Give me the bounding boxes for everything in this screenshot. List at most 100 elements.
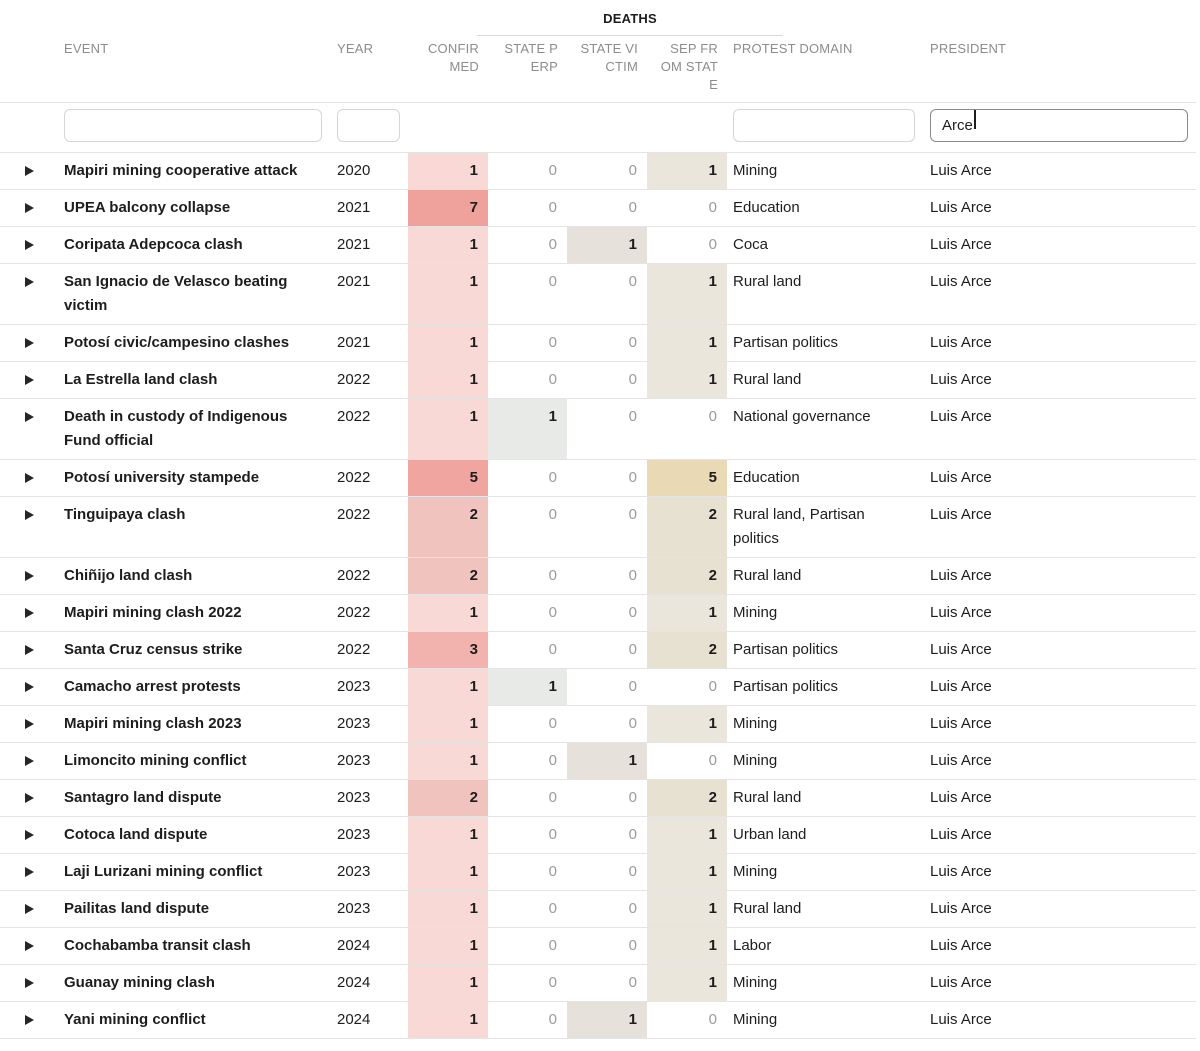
state-perp-deaths-cell: 1	[488, 398, 567, 460]
expand-cell[interactable]	[0, 890, 64, 928]
expand-row-icon[interactable]	[25, 904, 34, 914]
table-row[interactable]: Mapiri mining cooperative attack 2020 1 …	[0, 152, 1196, 190]
column-header-confirmed[interactable]: CONFIRMED	[427, 41, 479, 74]
expand-row-icon[interactable]	[25, 830, 34, 840]
table-row[interactable]: Guanay mining clash 2024 1 0 0 1 Mining …	[0, 964, 1196, 1002]
table-row[interactable]: Mapiri mining clash 2023 2023 1 0 0 1 Mi…	[0, 705, 1196, 743]
expand-row-icon[interactable]	[25, 412, 34, 422]
event-filter-input[interactable]	[64, 109, 322, 142]
table-row[interactable]: Death in custody of Indigenous Fund offi…	[0, 398, 1196, 460]
year-cell: 2022	[337, 496, 408, 558]
expand-cell[interactable]	[0, 152, 64, 190]
confirmed-deaths-cell: 1	[408, 398, 488, 460]
table-row[interactable]: Pailitas land dispute 2023 1 0 0 1 Rural…	[0, 890, 1196, 928]
expand-row-icon[interactable]	[25, 1015, 34, 1025]
table-row[interactable]: Laji Lurizani mining conflict 2023 1 0 0…	[0, 853, 1196, 891]
expand-cell[interactable]	[0, 816, 64, 854]
expand-cell[interactable]	[0, 263, 64, 325]
state-perp-deaths-cell: 0	[488, 742, 567, 780]
expand-row-icon[interactable]	[25, 978, 34, 988]
year-cell: 2020	[337, 152, 408, 190]
expand-cell[interactable]	[0, 668, 64, 706]
expand-cell[interactable]	[0, 853, 64, 891]
state-perp-deaths-cell: 0	[488, 816, 567, 854]
column-header-state-victim[interactable]: STATE VICTIM	[580, 41, 638, 74]
table-row[interactable]: Camacho arrest protests 2023 1 1 0 0 Par…	[0, 668, 1196, 706]
protest-domain-filter-input[interactable]	[733, 109, 915, 142]
sep-from-state-deaths-cell: 1	[647, 705, 727, 743]
expand-cell[interactable]	[0, 459, 64, 497]
year-cell: 2022	[337, 361, 408, 399]
table-row[interactable]: Mapiri mining clash 2022 2022 1 0 0 1 Mi…	[0, 594, 1196, 632]
expand-row-icon[interactable]	[25, 473, 34, 483]
expand-row-icon[interactable]	[25, 510, 34, 520]
column-header-state-perp[interactable]: STATE PERP	[504, 41, 558, 74]
sep-from-state-deaths-cell: 1	[647, 361, 727, 399]
protest-domain-cell: Mining	[727, 705, 924, 743]
table-row[interactable]: La Estrella land clash 2022 1 0 0 1 Rura…	[0, 361, 1196, 399]
table-row[interactable]: Tinguipaya clash 2022 2 0 0 2 Rural land…	[0, 496, 1196, 558]
table-row[interactable]: Cotoca land dispute 2023 1 0 0 1 Urban l…	[0, 816, 1196, 854]
filter-cell-protest-domain	[727, 102, 924, 153]
table-row[interactable]: Santagro land dispute 2023 2 0 0 2 Rural…	[0, 779, 1196, 817]
table-row[interactable]: Cochabamba transit clash 2024 1 0 0 1 La…	[0, 927, 1196, 965]
table-row[interactable]: Chiñijo land clash 2022 2 0 0 2 Rural la…	[0, 557, 1196, 595]
expand-row-icon[interactable]	[25, 645, 34, 655]
expand-cell[interactable]	[0, 631, 64, 669]
table-row[interactable]: Potosí civic/campesino clashes 2021 1 0 …	[0, 324, 1196, 362]
expand-cell[interactable]	[0, 964, 64, 1002]
column-header-sep-from-state[interactable]: SEP FROM STATE	[660, 41, 718, 92]
expand-cell[interactable]	[0, 705, 64, 743]
expand-cell[interactable]	[0, 594, 64, 632]
table-row[interactable]: Limoncito mining conflict 2023 1 0 1 0 M…	[0, 742, 1196, 780]
president-cell: Luis Arce	[924, 705, 1196, 743]
expand-row-icon[interactable]	[25, 941, 34, 951]
expand-cell[interactable]	[0, 189, 64, 227]
table-row[interactable]: Coripata Adepcoca clash 2021 1 0 1 0 Coc…	[0, 226, 1196, 264]
expand-cell[interactable]	[0, 779, 64, 817]
year-filter-input[interactable]	[337, 109, 400, 142]
president-cell: Luis Arce	[924, 557, 1196, 595]
expand-cell[interactable]	[0, 226, 64, 264]
expand-row-icon[interactable]	[25, 338, 34, 348]
president-cell: Luis Arce	[924, 890, 1196, 928]
sep-from-state-deaths-cell: 0	[647, 1001, 727, 1039]
expand-row-icon[interactable]	[25, 682, 34, 692]
expand-row-icon[interactable]	[25, 375, 34, 385]
expand-row-icon[interactable]	[25, 867, 34, 877]
expand-row-icon[interactable]	[25, 571, 34, 581]
table-row[interactable]: Santa Cruz census strike 2022 3 0 0 2 Pa…	[0, 631, 1196, 669]
expand-row-icon[interactable]	[25, 608, 34, 618]
column-header-event[interactable]: EVENT	[64, 41, 109, 56]
expand-row-icon[interactable]	[25, 756, 34, 766]
president-filter-input[interactable]	[930, 109, 1188, 142]
expand-row-icon[interactable]	[25, 240, 34, 250]
column-header-protest-domain[interactable]: PROTEST DOMAIN	[733, 41, 853, 56]
expand-row-icon[interactable]	[25, 719, 34, 729]
table-row[interactable]: San Ignacio de Velasco beating victim 20…	[0, 263, 1196, 325]
table-row[interactable]: Yani mining conflict 2024 1 0 1 0 Mining…	[0, 1001, 1196, 1039]
expand-row-icon[interactable]	[25, 203, 34, 213]
table-row[interactable]: UPEA balcony collapse 2021 7 0 0 0 Educa…	[0, 189, 1196, 227]
expand-cell[interactable]	[0, 398, 64, 460]
state-perp-deaths-cell: 0	[488, 779, 567, 817]
expand-row-icon[interactable]	[25, 793, 34, 803]
expand-cell[interactable]	[0, 324, 64, 362]
state-perp-deaths-cell: 0	[488, 853, 567, 891]
event-cell: Death in custody of Indigenous Fund offi…	[64, 398, 337, 460]
confirmed-deaths-cell: 1	[408, 705, 488, 743]
expand-cell[interactable]	[0, 361, 64, 399]
expand-cell[interactable]	[0, 927, 64, 965]
text-cursor	[974, 110, 976, 129]
president-cell: Luis Arce	[924, 816, 1196, 854]
expand-cell[interactable]	[0, 742, 64, 780]
confirmed-deaths-cell: 5	[408, 459, 488, 497]
column-header-year[interactable]: YEAR	[337, 41, 374, 56]
expand-cell[interactable]	[0, 1001, 64, 1039]
expand-cell[interactable]	[0, 557, 64, 595]
expand-row-icon[interactable]	[25, 166, 34, 176]
expand-row-icon[interactable]	[25, 277, 34, 287]
table-row[interactable]: Potosí university stampede 2022 5 0 0 5 …	[0, 459, 1196, 497]
column-header-president[interactable]: PRESIDENT	[930, 41, 1007, 56]
expand-cell[interactable]	[0, 496, 64, 558]
